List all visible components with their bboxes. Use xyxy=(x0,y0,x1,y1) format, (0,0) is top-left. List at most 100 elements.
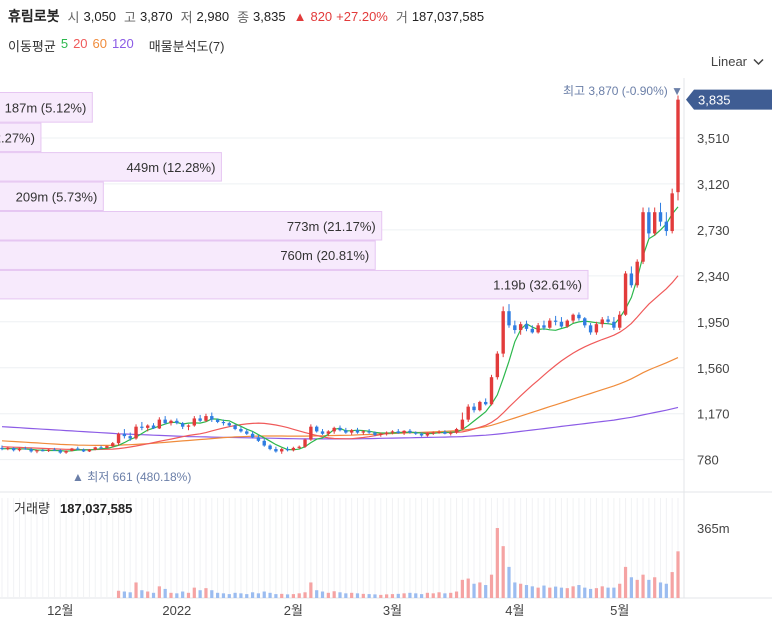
candle-body xyxy=(64,450,68,453)
volume-bar xyxy=(449,592,453,598)
volume-bar xyxy=(186,592,191,598)
axes: 3,510 3,120 2,730 2,340 1,950 1,560 1,170 780 36… xyxy=(47,131,729,618)
candle-body xyxy=(11,447,16,451)
x-tick-label: 2월 xyxy=(284,603,303,618)
price-tick-label: 1,170 xyxy=(697,407,730,422)
volume-bar xyxy=(588,588,593,598)
volume-bar xyxy=(443,593,447,598)
volume-bar xyxy=(140,590,144,598)
volume-bar xyxy=(670,572,674,598)
close-label: 종 xyxy=(237,9,250,25)
x-tick-label: 5월 xyxy=(610,603,629,618)
ma60-label[interactable]: 60 xyxy=(92,36,108,51)
volume-bar xyxy=(338,592,342,598)
candle-body xyxy=(41,450,45,452)
volume-bar xyxy=(198,590,202,598)
price-tick-label: 780 xyxy=(697,453,719,468)
volume-profile-label: 82.8m (2.27%) xyxy=(0,130,35,145)
high-label: 고 xyxy=(124,9,137,25)
price-tick-label: 1,560 xyxy=(697,361,730,376)
candle-body xyxy=(274,449,278,452)
volume-profile-label[interactable]: 매물분석도(7) xyxy=(148,39,225,54)
volume-bar xyxy=(478,582,482,598)
volume-bar xyxy=(419,594,424,598)
volume-profile-bar xyxy=(0,92,93,123)
candle-body xyxy=(210,416,214,420)
candle-body xyxy=(571,314,575,321)
volume-bar xyxy=(501,546,505,598)
volume-bar xyxy=(262,591,266,598)
volume-bar xyxy=(554,586,558,598)
candle-body xyxy=(495,353,500,378)
ma120-label[interactable]: 120 xyxy=(112,36,134,51)
volume-bar xyxy=(484,585,488,598)
volume-bar xyxy=(647,579,651,598)
volume-bar xyxy=(623,566,628,598)
volume-bar xyxy=(390,594,395,598)
volume-bar xyxy=(332,591,336,598)
ma120-line xyxy=(1,406,679,440)
candle-body xyxy=(175,420,179,424)
low-value: 2,980 xyxy=(196,8,230,24)
volume-value: 187,037,585 xyxy=(411,8,485,24)
volume-bar xyxy=(221,593,226,598)
x-tick-label: 3월 xyxy=(383,603,402,618)
high-value: 3,870 xyxy=(140,8,173,24)
price-tick-label: 1,950 xyxy=(697,315,730,330)
x-tick-label: 4월 xyxy=(505,603,524,618)
volume-bar xyxy=(157,586,161,598)
candle-body xyxy=(245,431,249,434)
volume-bar xyxy=(163,588,167,598)
candle-body xyxy=(70,448,74,451)
volume-bar xyxy=(519,583,523,598)
candle-body xyxy=(635,261,639,286)
candle-body xyxy=(408,430,412,433)
candle-body xyxy=(664,221,669,232)
volume-profile-label: 760m (20.81%) xyxy=(280,248,369,263)
volume-bar xyxy=(350,592,354,598)
change-percent: +27.20% xyxy=(336,8,388,24)
candle-body xyxy=(606,319,610,322)
volume-bar xyxy=(618,583,622,598)
moving-average-label[interactable]: 이동평균 xyxy=(8,39,56,54)
candle-body xyxy=(303,439,307,447)
ma20-label[interactable]: 20 xyxy=(73,36,88,51)
volume-bar xyxy=(653,577,657,598)
volume-bar xyxy=(664,583,668,598)
volume-bar xyxy=(658,582,663,598)
candle-body xyxy=(513,325,517,331)
candle-body xyxy=(361,431,366,433)
candle-body xyxy=(594,324,599,333)
volume-bar xyxy=(606,587,610,598)
candle-body xyxy=(215,419,220,422)
volume-bar xyxy=(583,587,587,598)
candle-body xyxy=(349,430,354,433)
ma5-label[interactable]: 5 xyxy=(60,36,69,51)
volume-bar xyxy=(151,592,156,598)
volume-bar xyxy=(530,586,534,598)
volume-profile-bar xyxy=(0,269,589,300)
candle-body xyxy=(233,425,237,430)
volume-bar xyxy=(536,587,540,598)
candle-body xyxy=(553,320,558,322)
volume-profile-bar xyxy=(0,240,376,270)
scale-dropdown[interactable]: Linear xyxy=(711,54,764,69)
candle-body xyxy=(116,433,121,444)
candle-body xyxy=(204,416,208,421)
volume-bar xyxy=(169,592,173,598)
volume-bar xyxy=(181,591,185,598)
candle-body xyxy=(0,447,4,450)
candle-body xyxy=(338,427,342,431)
candle-body xyxy=(623,273,628,315)
ma20-line xyxy=(1,275,679,451)
candle-body xyxy=(29,449,33,452)
volume-bar xyxy=(128,592,132,598)
candle-body xyxy=(676,99,680,193)
candle-body xyxy=(186,425,191,427)
volume-bar xyxy=(367,594,371,598)
volume-bar xyxy=(204,588,208,598)
candle-body xyxy=(192,418,197,426)
scale-label: Linear xyxy=(710,54,747,69)
volume-bar xyxy=(594,588,599,598)
